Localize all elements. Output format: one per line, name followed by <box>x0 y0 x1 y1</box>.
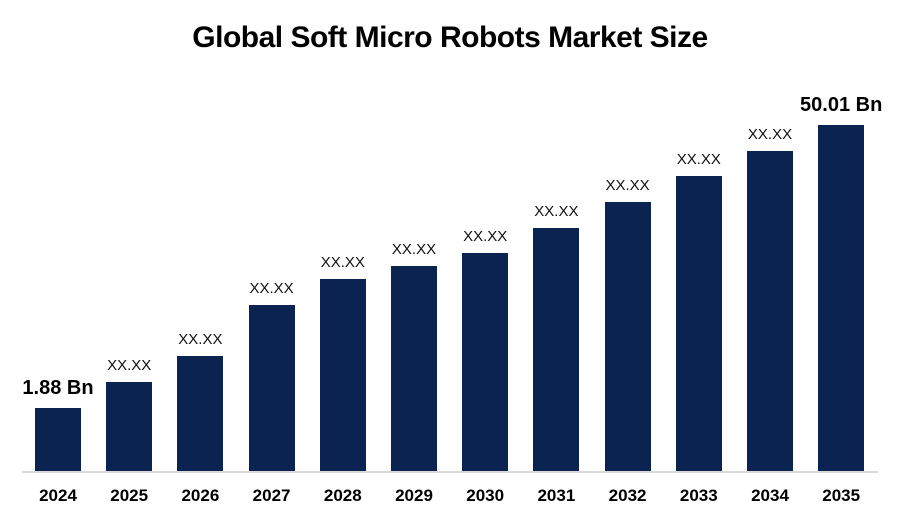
x-axis-line <box>22 471 878 473</box>
bar-2024 <box>35 408 81 472</box>
value-label-2029: XX.XX <box>391 241 437 258</box>
bar-2031 <box>533 228 580 472</box>
value-label-2025: XX.XX <box>107 357 152 374</box>
value-label-2028: XX.XX <box>320 254 365 271</box>
chart-title: Global Soft Micro Robots Market Size <box>192 21 708 54</box>
year-label-2030: 2030 <box>466 486 505 505</box>
year-label-2032: 2032 <box>608 486 647 505</box>
value-label-2032: XX.XX <box>605 177 650 194</box>
year-label-2029: 2029 <box>395 486 433 505</box>
value-label-2034: XX.XX <box>747 126 793 143</box>
year-label-2034: 2034 <box>751 486 789 505</box>
year-label-2033: 2033 <box>679 486 718 505</box>
bar-2025 <box>106 382 153 472</box>
value-label-2030: XX.XX <box>463 228 508 245</box>
bar-2035 <box>818 125 865 472</box>
value-label-2027: XX.XX <box>249 280 294 297</box>
year-label-2025: 2025 <box>110 486 149 505</box>
bar-2027 <box>248 305 295 472</box>
bar-2026 <box>177 356 224 472</box>
bar-2028 <box>319 279 366 472</box>
value-label-2035: 50.01 Bn <box>800 94 883 116</box>
year-label-2028: 2028 <box>323 486 362 505</box>
bar-2030 <box>462 253 509 472</box>
value-label-2031: XX.XX <box>534 203 579 220</box>
year-label-2027: 2027 <box>252 486 291 505</box>
bar-2032 <box>604 202 651 472</box>
year-label-2026: 2026 <box>181 486 220 505</box>
year-label-2024: 2024 <box>39 486 77 505</box>
value-label-2033: XX.XX <box>676 151 721 168</box>
bar-2034 <box>747 151 793 472</box>
bar-2033 <box>675 176 722 472</box>
year-label-2031: 2031 <box>537 486 576 505</box>
value-label-2026: XX.XX <box>178 331 223 348</box>
bar-2029 <box>391 266 437 472</box>
year-label-2035: 2035 <box>822 486 861 505</box>
value-label-2024: 1.88 Bn <box>22 377 94 399</box>
